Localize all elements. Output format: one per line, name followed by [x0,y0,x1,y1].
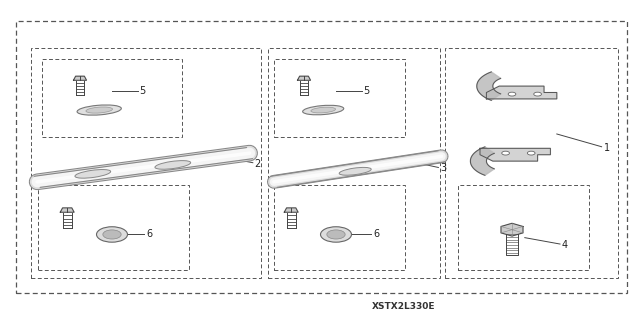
Text: 4: 4 [562,240,568,250]
Polygon shape [284,208,298,212]
Circle shape [502,151,509,155]
Text: 6: 6 [373,229,380,240]
Polygon shape [477,72,500,100]
Circle shape [103,230,121,239]
Ellipse shape [303,105,344,115]
Bar [274,59,405,137]
Text: 5: 5 [140,86,146,96]
Polygon shape [486,86,557,99]
Bar [445,48,618,278]
Polygon shape [470,147,494,175]
Ellipse shape [155,160,191,169]
Bar [268,48,440,278]
Polygon shape [298,76,310,80]
Text: 1: 1 [604,143,610,153]
Ellipse shape [311,107,335,113]
Text: 2: 2 [255,159,261,169]
Ellipse shape [75,169,111,178]
Bar [38,185,189,270]
Bar [16,21,627,293]
Polygon shape [501,223,523,236]
Text: XSTX2L330E: XSTX2L330E [371,302,435,311]
Circle shape [327,230,345,239]
Circle shape [527,151,535,155]
Circle shape [534,92,541,96]
Bar [31,48,261,278]
Bar [274,185,405,270]
Text: 3: 3 [440,163,447,173]
Text: 5: 5 [364,86,370,96]
Bar [42,59,182,137]
Ellipse shape [86,107,113,113]
Ellipse shape [339,167,371,175]
Polygon shape [60,208,74,212]
Text: 6: 6 [146,229,152,240]
Polygon shape [74,76,86,80]
Polygon shape [480,148,550,161]
Circle shape [97,227,127,242]
Ellipse shape [77,105,122,115]
Circle shape [321,227,351,242]
Bar [458,185,589,270]
Circle shape [508,92,516,96]
